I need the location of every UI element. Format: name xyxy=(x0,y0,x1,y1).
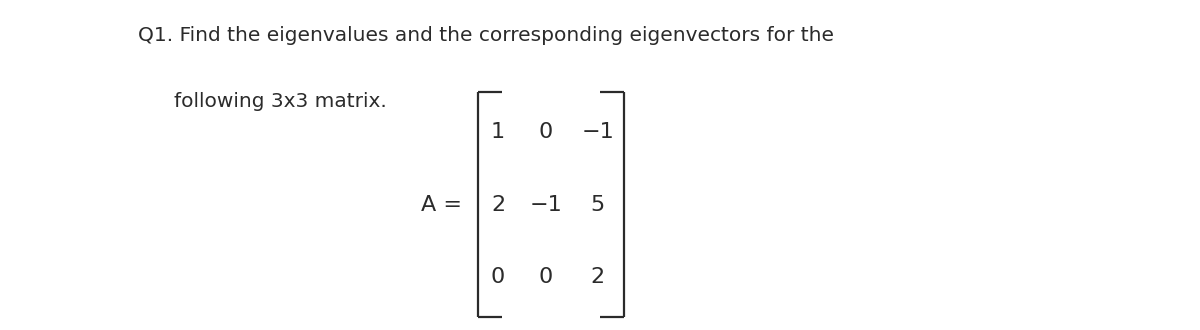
Text: Q1. Find the eigenvalues and the corresponding eigenvectors for the: Q1. Find the eigenvalues and the corresp… xyxy=(138,26,834,46)
Text: 5: 5 xyxy=(590,195,605,214)
Text: 2: 2 xyxy=(491,195,505,214)
Text: 0: 0 xyxy=(539,122,553,142)
Text: 1: 1 xyxy=(491,122,505,142)
Text: following 3x3 matrix.: following 3x3 matrix. xyxy=(174,92,386,112)
Text: 2: 2 xyxy=(590,267,605,287)
Text: 0: 0 xyxy=(491,267,505,287)
Text: A =: A = xyxy=(421,195,462,214)
Text: −1: −1 xyxy=(529,195,563,214)
Text: 0: 0 xyxy=(539,267,553,287)
Text: −1: −1 xyxy=(581,122,614,142)
